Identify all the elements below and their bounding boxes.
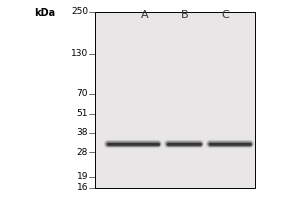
Text: 130: 130 [71,49,88,58]
Text: 250: 250 [71,7,88,17]
Text: 19: 19 [76,172,88,181]
Text: B: B [181,10,189,20]
Text: 51: 51 [76,109,88,118]
Text: 16: 16 [76,184,88,192]
Text: A: A [141,10,149,20]
Text: 70: 70 [76,89,88,98]
Text: kDa: kDa [34,8,56,18]
Text: 38: 38 [76,128,88,137]
Text: C: C [221,10,229,20]
Text: 28: 28 [76,148,88,157]
Bar [95,12,255,188]
